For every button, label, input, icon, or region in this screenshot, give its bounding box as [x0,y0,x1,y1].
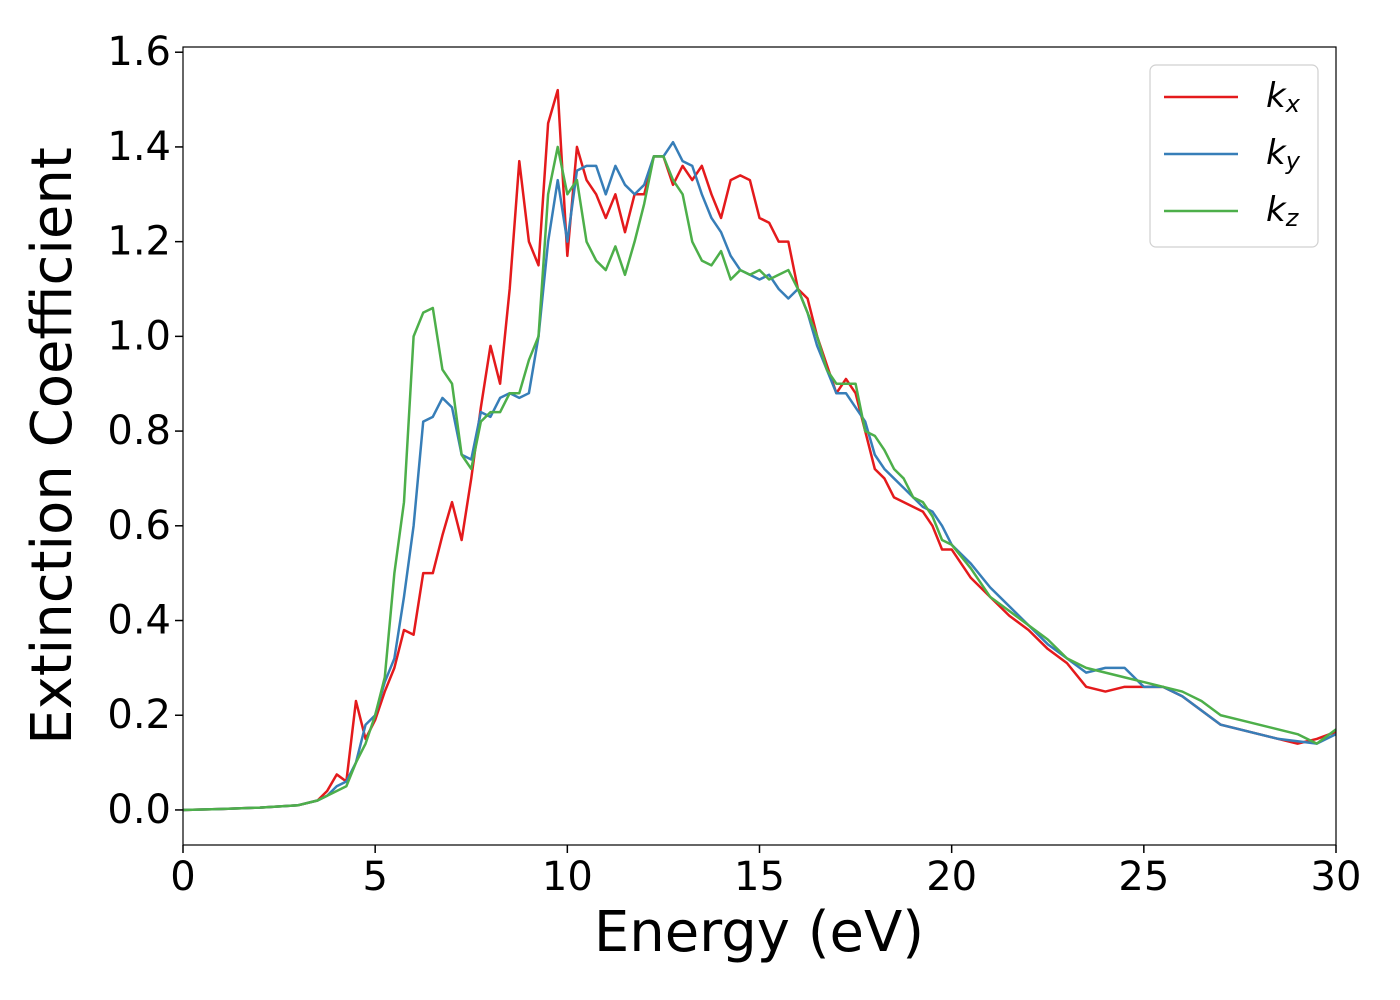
legend: kx ky kz [1149,64,1319,248]
y-tick-label: 1.0 [107,313,171,359]
x-tick-label: 20 [926,854,977,900]
y-tick-label: 1.6 [107,29,171,75]
y-tick-label: 1.4 [107,124,171,170]
y-tick-label: 0.2 [107,692,171,738]
x-tick-label: 0 [170,854,195,900]
series-line [182,88,1337,812]
x-tick-label: 5 [362,854,387,900]
legend-label: ky [1266,133,1301,176]
x-tick-label: 10 [542,854,593,900]
y-axis-label: Extinction Coefficient [20,147,85,745]
y-tick-label: 0.6 [107,503,171,549]
x-axis-label: Energy (eV) [594,900,924,965]
legend-label: kx [1266,76,1301,119]
series-line [182,140,1337,812]
series-line [182,145,1337,812]
y-tick-label: 0.4 [107,598,171,644]
legend-label: kz [1266,190,1300,233]
x-tick-label: 25 [1118,854,1169,900]
legend-box [1149,64,1319,248]
y-tick-label: 0.8 [107,408,171,454]
x-tick-label: 30 [1311,854,1362,900]
plot-frame [182,46,1337,846]
y-tick-label: 0.0 [107,787,171,833]
x-tick-label: 15 [734,854,785,900]
y-tick-label: 1.2 [107,219,171,265]
